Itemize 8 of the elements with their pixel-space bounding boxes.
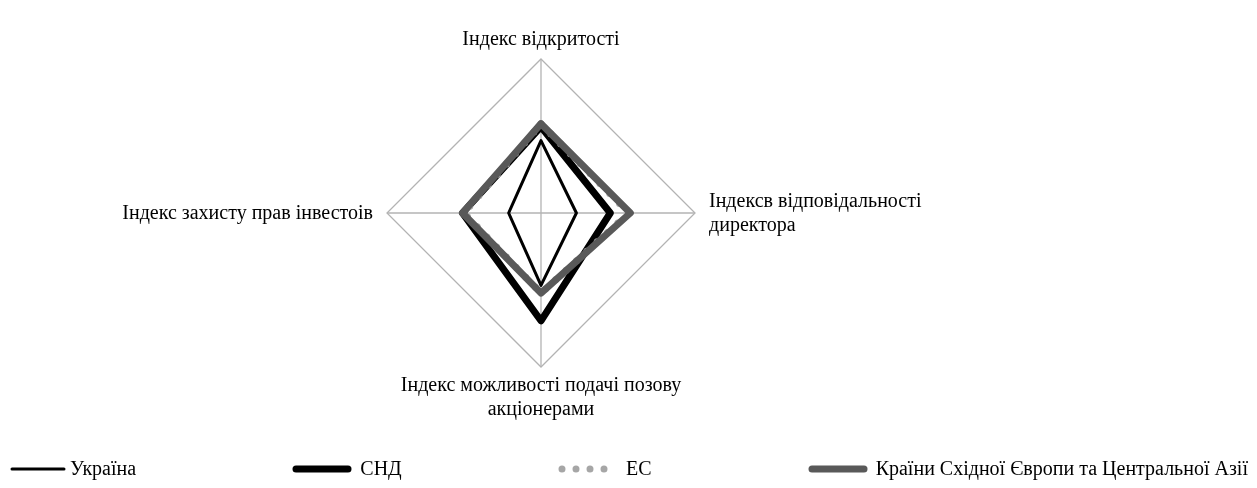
spoke-label: Індекс відкритості [462,27,621,50]
spoke-label: Індекс можливості подачі позову акціонерами [400,373,682,420]
legend-label: ЕС [625,457,652,480]
legend-label: Країни Східної Європи та Центральної Азії [875,457,1248,480]
legend-label: Україна [70,457,137,480]
spoke-label: Індексв відповідальності директора [709,189,922,236]
legend-label: СНД [360,457,402,480]
spoke-label: Індекс захисту прав інвестоів [122,201,373,224]
